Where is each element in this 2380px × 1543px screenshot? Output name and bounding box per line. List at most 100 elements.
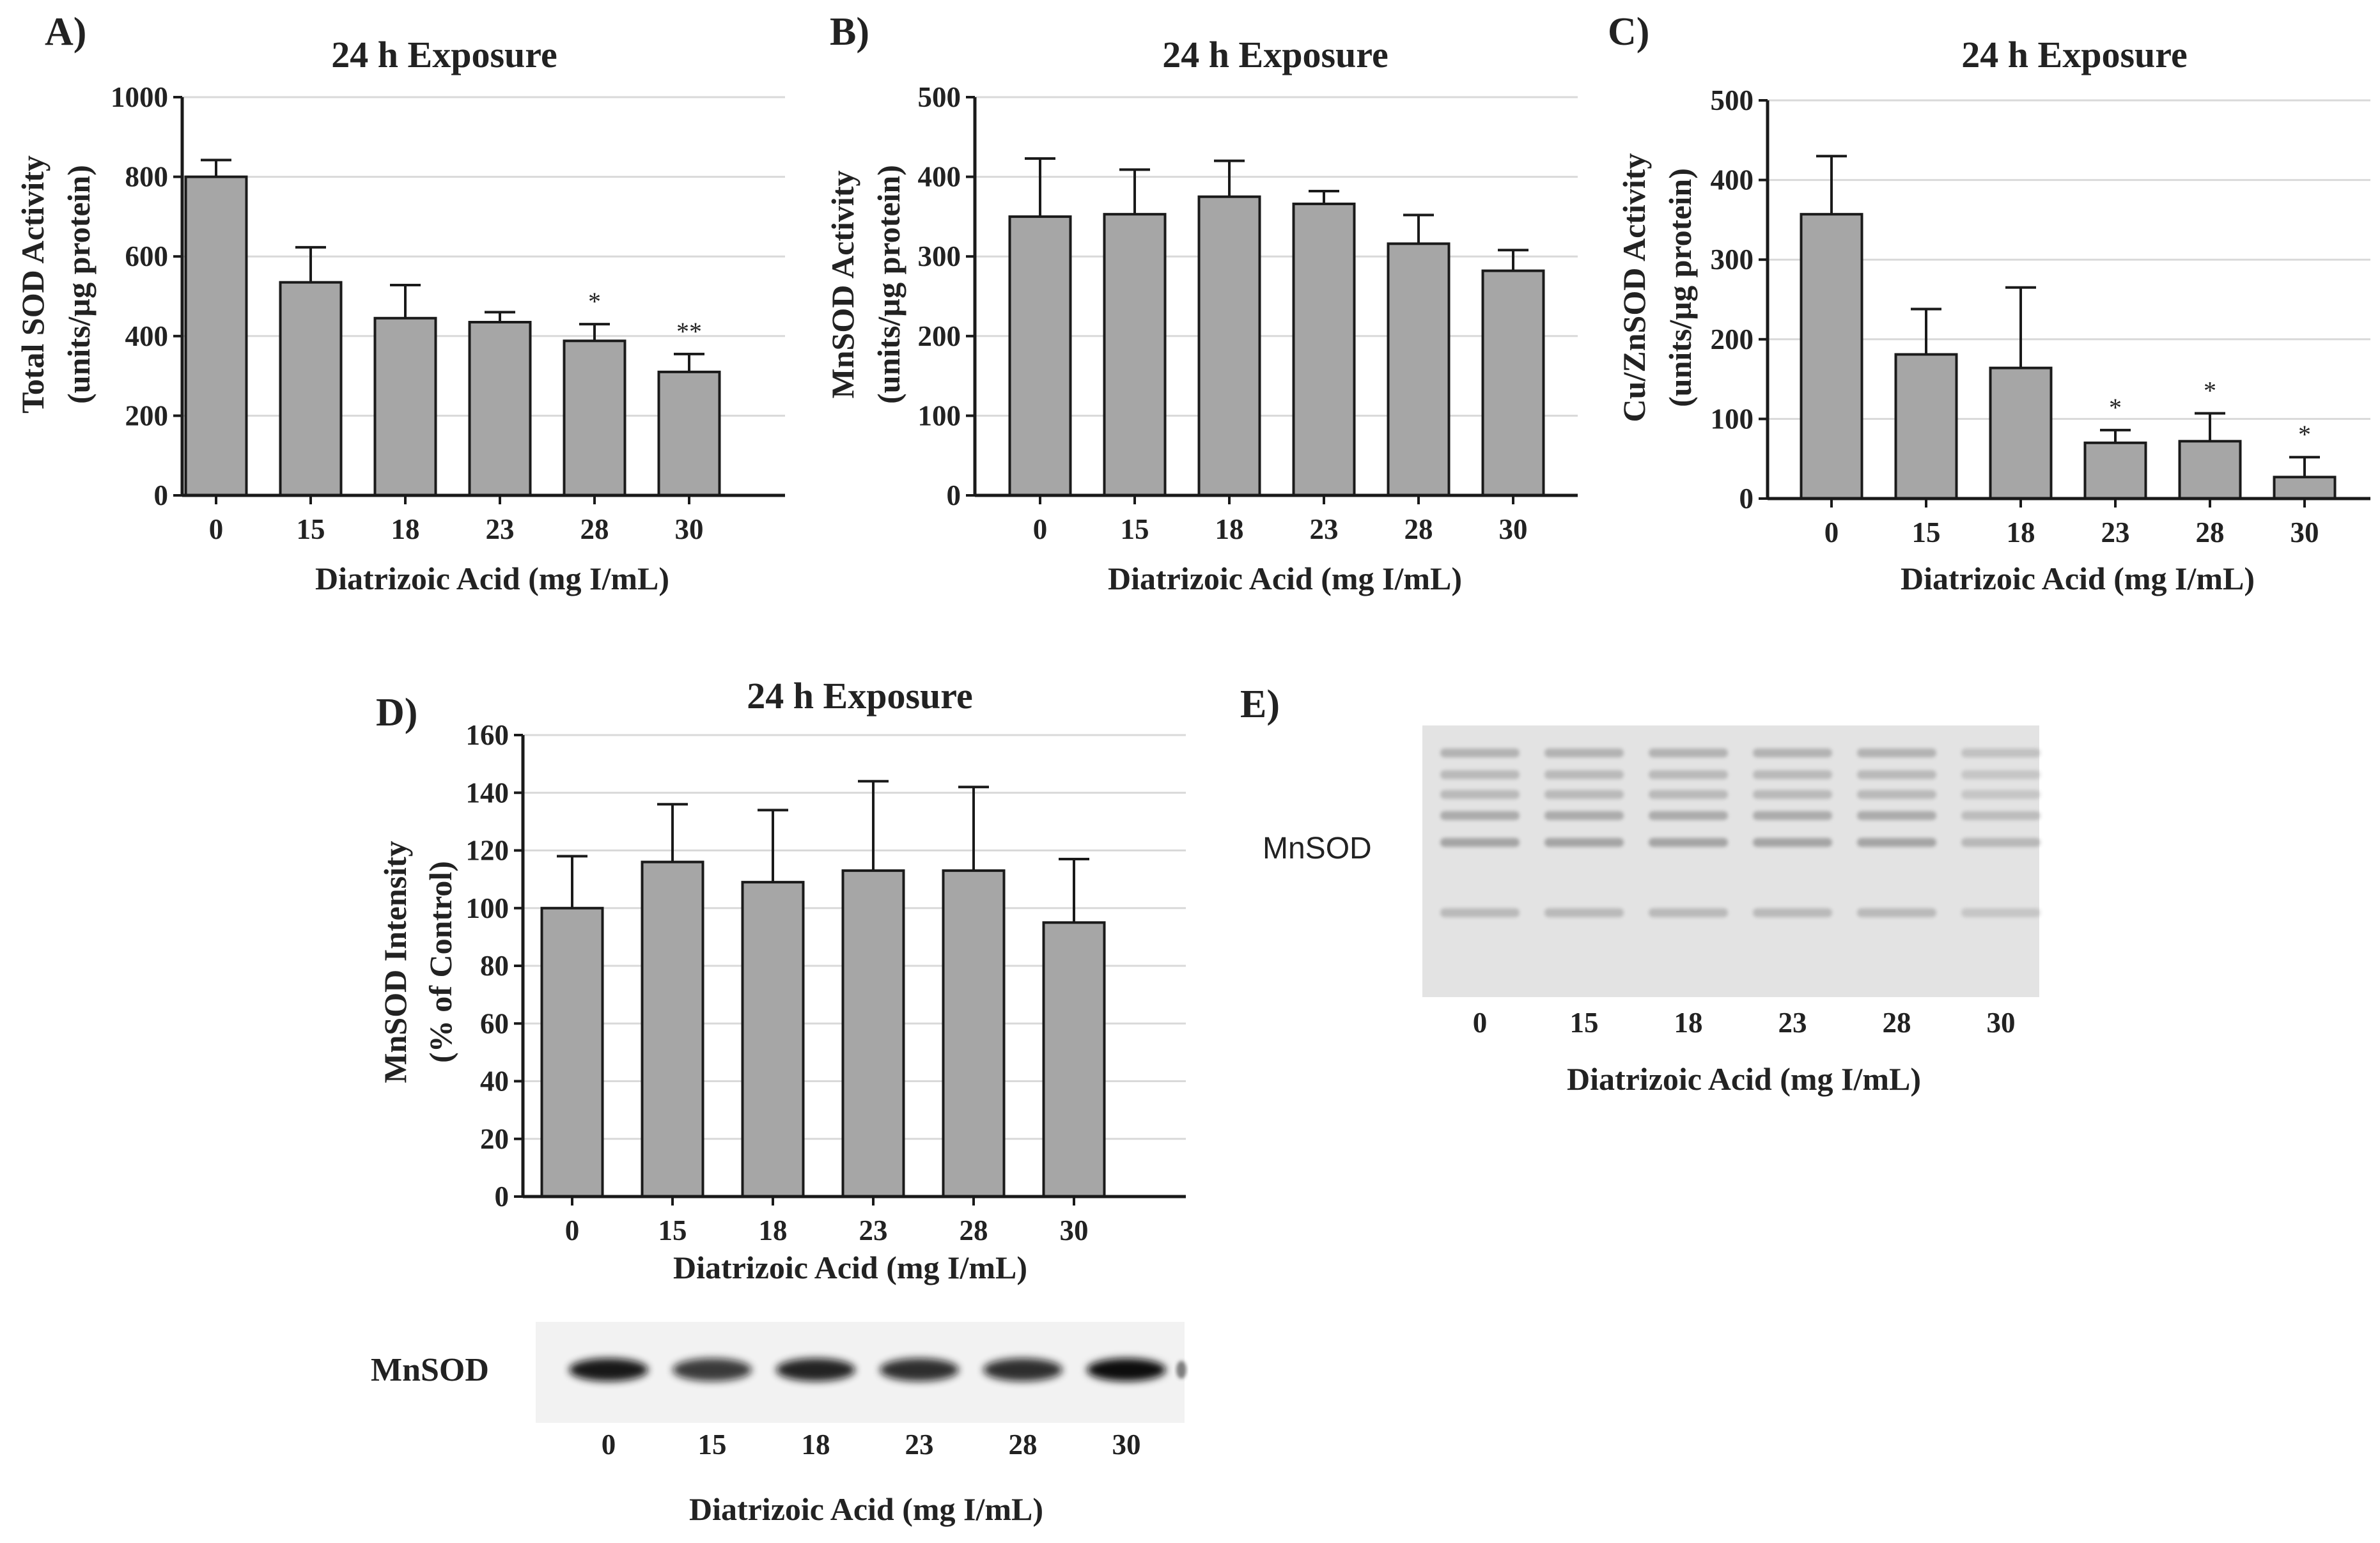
gel-band [1857, 748, 1936, 757]
y-tick-label: 1000 [111, 81, 168, 113]
y-tick-label: 0 [947, 479, 961, 511]
panel-d-ylabel-line2: (% of Control) [423, 861, 458, 1063]
y-tick-label: 300 [1711, 244, 1754, 275]
panel-d-western-blot: MnSOD 0 15 18 23 28 30 Diatrizoic Acid (mg I/… [371, 1322, 1186, 1527]
bar [184, 175, 248, 497]
gel-band [1649, 811, 1728, 820]
blot-e-bands [1440, 748, 2041, 917]
y-tick-label: 160 [466, 719, 509, 751]
blot-d-band-label: MnSOD [371, 1352, 489, 1388]
y-tick-label: 140 [466, 777, 509, 809]
gel-band [1544, 811, 1624, 820]
y-tick-label: 400 [125, 320, 169, 352]
gel-band [1440, 770, 1520, 779]
panel-b-ylabel-line1: MnSOD Activity [825, 171, 860, 399]
gel-band [1961, 838, 2041, 847]
panel-c-xlabel: Diatrizoic Acid (mg I/mL) [1901, 561, 2255, 596]
bar [373, 316, 437, 497]
bar [841, 869, 905, 1198]
panel-e-activity-gel: E) MnSOD 0 15 18 23 28 30 Diatrizoic Acid (mg… [1240, 683, 2041, 1097]
y-tick-label: 600 [125, 240, 169, 272]
gel-lane-label: 30 [1987, 1007, 2016, 1039]
significance-marker: ** [676, 317, 702, 346]
x-tick-label: 15 [658, 1214, 687, 1246]
gel-band [1440, 811, 1520, 820]
blot-lane-label: 18 [802, 1429, 830, 1461]
gel-band [1544, 790, 1624, 799]
x-tick-label: 28 [2196, 516, 2225, 548]
panel-d-ylabel-line1: MnSOD Intensity [377, 841, 413, 1083]
y-tick-label: 400 [1711, 164, 1754, 196]
gel-lane-label: 18 [1674, 1007, 1703, 1039]
y-tick-label: 800 [125, 161, 169, 193]
bar [2083, 441, 2147, 500]
bar [1800, 213, 1863, 500]
x-tick-label: 30 [2291, 516, 2319, 548]
gel-band [1649, 790, 1728, 799]
gel-lane-label: 28 [1883, 1007, 1911, 1039]
gel-lane-label: 15 [1570, 1007, 1599, 1039]
y-tick-label: 0 [495, 1181, 509, 1213]
gel-band [1649, 748, 1728, 757]
bar [468, 320, 532, 497]
gel-band [1857, 770, 1936, 779]
y-tick-label: 60 [480, 1007, 509, 1039]
panel-c-ylabel-line1: Cu/ZnSOD Activity [1616, 153, 1652, 423]
panel-c-title: 24 h Exposure [1961, 34, 2187, 75]
x-tick-label: 0 [565, 1214, 580, 1246]
panel-c-chart: C) 24 h Exposure Cu/ZnSOD Activity (unit… [1608, 10, 2370, 596]
y-tick-label: 400 [918, 161, 961, 193]
x-tick-label: 0 [1824, 516, 1839, 548]
panel-b-chart: B) 24 h Exposure MnSOD Activity (units/µ… [825, 10, 1578, 596]
y-tick-label: 100 [918, 399, 961, 431]
panel-b-ylabel-line2: (units/µg protein) [871, 165, 906, 404]
x-tick-label: 15 [297, 513, 325, 545]
x-tick-label: 28 [580, 513, 609, 545]
gel-band [1440, 790, 1520, 799]
bar [2178, 440, 2242, 500]
gel-band [1649, 908, 1728, 917]
gel-band [1440, 908, 1520, 917]
blot-band [983, 1358, 1062, 1381]
panel-e-letter: E) [1240, 683, 1280, 726]
panel-b-letter: B) [830, 10, 869, 54]
x-tick-label: 0 [1033, 513, 1048, 545]
blot-e-band-label: MnSOD [1263, 832, 1372, 865]
blot-band [776, 1358, 855, 1381]
blot-e-gel [1422, 725, 2039, 997]
panel-c-letter: C) [1608, 10, 1649, 54]
blot-lane-label: 23 [905, 1429, 934, 1461]
significance-marker: * [588, 287, 601, 316]
gel-band [1961, 811, 2041, 820]
bar [1103, 213, 1167, 497]
panel-a-ylabel-line1: Total SOD Activity [15, 155, 51, 414]
panel-b-title: 24 h Exposure [1162, 34, 1388, 75]
gel-band [1440, 748, 1520, 757]
blot-lane-label: 0 [602, 1429, 616, 1461]
gel-band [1753, 838, 1832, 847]
y-tick-label: 500 [1711, 84, 1754, 116]
gel-band [1961, 790, 2041, 799]
x-tick-label: 15 [1912, 516, 1941, 548]
panel-d-letter: D) [376, 691, 417, 734]
y-tick-label: 500 [918, 81, 961, 113]
gel-band [1753, 770, 1832, 779]
gel-lane-label: 23 [1778, 1007, 1807, 1039]
blot-d-lane-labels: 0 15 18 23 28 30 [602, 1429, 1141, 1461]
gel-band [1544, 770, 1624, 779]
panel-a-ylabel-line2: (units/µg protein) [61, 165, 97, 404]
y-tick-label: 100 [466, 892, 509, 924]
gel-band [1961, 908, 2041, 917]
bar [741, 881, 805, 1198]
significance-marker: * [2204, 376, 2216, 405]
bar [1197, 195, 1261, 497]
y-tick-label: 0 [154, 479, 169, 511]
bar [1481, 269, 1545, 497]
panel-d-xlabel: Diatrizoic Acid (mg I/mL) [673, 1250, 1027, 1285]
panel-a-letter: A) [45, 10, 86, 54]
y-tick-label: 120 [466, 835, 509, 867]
y-tick-label: 200 [918, 320, 961, 352]
panel-a-title: 24 h Exposure [331, 34, 557, 75]
bar [1292, 202, 1356, 497]
